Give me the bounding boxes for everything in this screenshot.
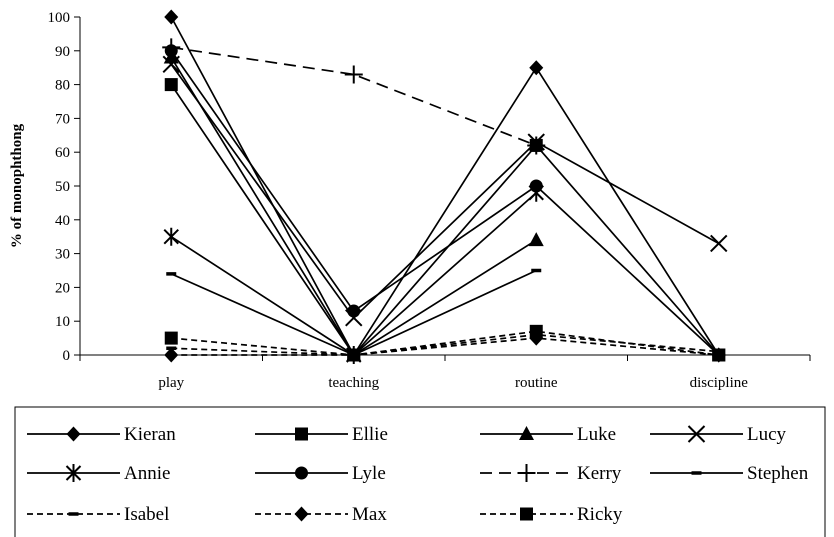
point-ricky-teaching	[347, 348, 361, 362]
point-kerry-teaching	[344, 65, 363, 84]
y-tick-label: 30	[55, 247, 70, 263]
legend-label-isabel: Isabel	[124, 504, 169, 525]
series-line-ellie	[170, 84, 720, 357]
point-luke-routine	[528, 232, 544, 247]
legend: Kieran Ellie Luke Lucy Annie Lyle Kerry Stephen…	[27, 424, 809, 525]
series-lines	[170, 16, 720, 357]
legend-marker-annie	[65, 464, 82, 482]
legend-label-ellie: Ellie	[352, 424, 388, 445]
legend-label-lyle: Lyle	[352, 463, 386, 484]
point-lyle-routine	[529, 179, 543, 193]
legend-marker-kerry	[517, 464, 536, 482]
legend-box	[14, 406, 826, 537]
y-tick-label: 70	[55, 111, 70, 127]
y-axis-title-group: % of monophthong	[9, 123, 25, 248]
y-tick-label: 50	[55, 179, 70, 195]
point-lucy-discipline	[710, 234, 728, 253]
y-tick-label: 20	[55, 280, 70, 296]
series-line-lucy	[170, 63, 720, 320]
legend-marker-isabel	[68, 512, 79, 516]
x-tick-label: teaching	[328, 375, 379, 391]
x-tick-label: play	[158, 375, 184, 391]
y-tick-label: 100	[48, 10, 71, 26]
point-kieran-routine	[529, 60, 544, 76]
legend-label-ricky: Ricky	[577, 504, 623, 525]
point-kerry-routine	[527, 136, 546, 155]
series-line-kerry	[171, 46, 537, 147]
point-ellie-play	[164, 78, 178, 92]
legend-marker-ellie	[295, 427, 308, 441]
y-tick-label: 60	[55, 145, 70, 161]
series-line-max	[171, 337, 719, 356]
series-line-lyle	[170, 50, 720, 356]
point-lucy-play	[162, 55, 180, 74]
series-markers	[162, 9, 728, 364]
y-axis-title: % of monophthong	[9, 123, 25, 248]
series-line-isabel	[171, 333, 719, 356]
legend-marker-luke	[519, 426, 534, 440]
legend-label-lucy: Lucy	[747, 424, 787, 445]
point-stephen-routine	[531, 268, 542, 273]
legend-marker-lucy	[687, 425, 706, 443]
point-ricky-discipline	[712, 348, 726, 362]
x-tick-label: routine	[515, 375, 558, 391]
series-line-kieran	[170, 16, 720, 357]
y-tick-label: 0	[63, 348, 71, 364]
series-line-ricky	[171, 330, 719, 356]
legend-marker-max	[294, 506, 309, 522]
legend-marker-lyle	[295, 466, 308, 480]
point-lyle-teaching	[347, 304, 361, 318]
y-tick-label: 40	[55, 213, 70, 229]
point-kieran-play	[164, 9, 179, 25]
legend-label-annie: Annie	[124, 463, 170, 484]
point-ricky-routine	[529, 324, 543, 338]
point-annie-play	[163, 227, 179, 246]
legend-label-luke: Luke	[577, 424, 616, 445]
point-max-play	[164, 347, 179, 363]
point-kerry-play	[162, 38, 181, 57]
point-ricky-play	[164, 331, 178, 345]
x-tick-label: discipline	[690, 375, 749, 391]
legend-marker-stephen	[691, 471, 702, 475]
legend-marker-ricky	[520, 507, 533, 521]
point-stephen-play	[166, 272, 177, 276]
y-tick-label: 80	[55, 78, 70, 94]
axes: 0 10 20 30 40 50 60 70 80 90 100 play teaching routin…	[48, 10, 811, 391]
legend-label-max: Max	[352, 504, 387, 525]
legend-label-stephen: Stephen	[747, 463, 809, 484]
y-tick-label: 10	[55, 314, 70, 330]
legend-label-kerry: Kerry	[577, 463, 622, 484]
legend-label-kieran: Kieran	[124, 424, 176, 445]
legend-marker-kieran	[66, 426, 81, 442]
y-tick-label: 90	[55, 44, 70, 60]
